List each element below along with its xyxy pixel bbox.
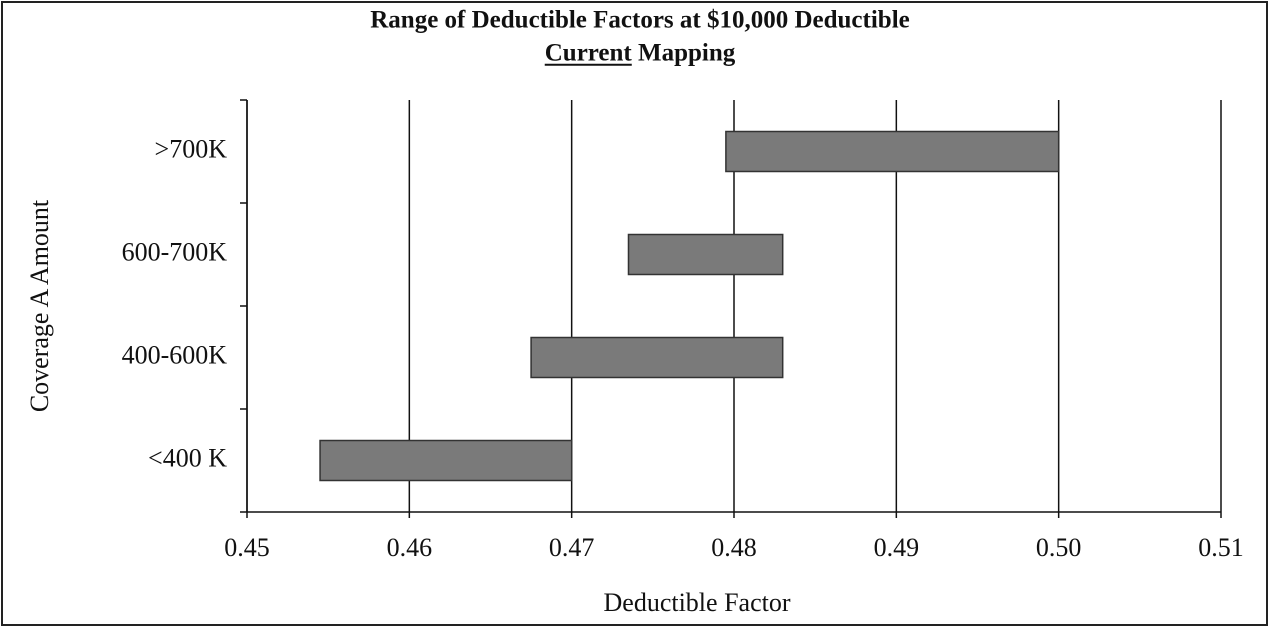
x-tick-label: 0.50 (1036, 533, 1082, 562)
y-tick-label: <400 K (148, 443, 227, 472)
bar (627, 233, 784, 276)
bar (530, 336, 784, 379)
x-tick-label: 0.46 (387, 533, 433, 562)
x-axis-title: Deductible Factor (604, 588, 791, 617)
chart-title: Range of Deductible Factors at $10,000 D… (370, 7, 910, 34)
y-tick-label: >700K (155, 134, 228, 163)
x-tick-label: 0.51 (1198, 533, 1244, 562)
x-tick-label: 0.47 (549, 533, 595, 562)
chart-subtitle: Current Mapping (545, 40, 736, 67)
y-tick-label: 400-600K (122, 340, 228, 369)
bar (319, 439, 573, 482)
y-axis-title: Coverage A Amount (25, 199, 54, 412)
x-tick-label: 0.48 (711, 533, 757, 562)
x-tick-label: 0.45 (224, 533, 270, 562)
y-tick-label: 600-700K (122, 237, 228, 266)
x-tick-label: 0.49 (874, 533, 920, 562)
bar (725, 130, 1060, 173)
